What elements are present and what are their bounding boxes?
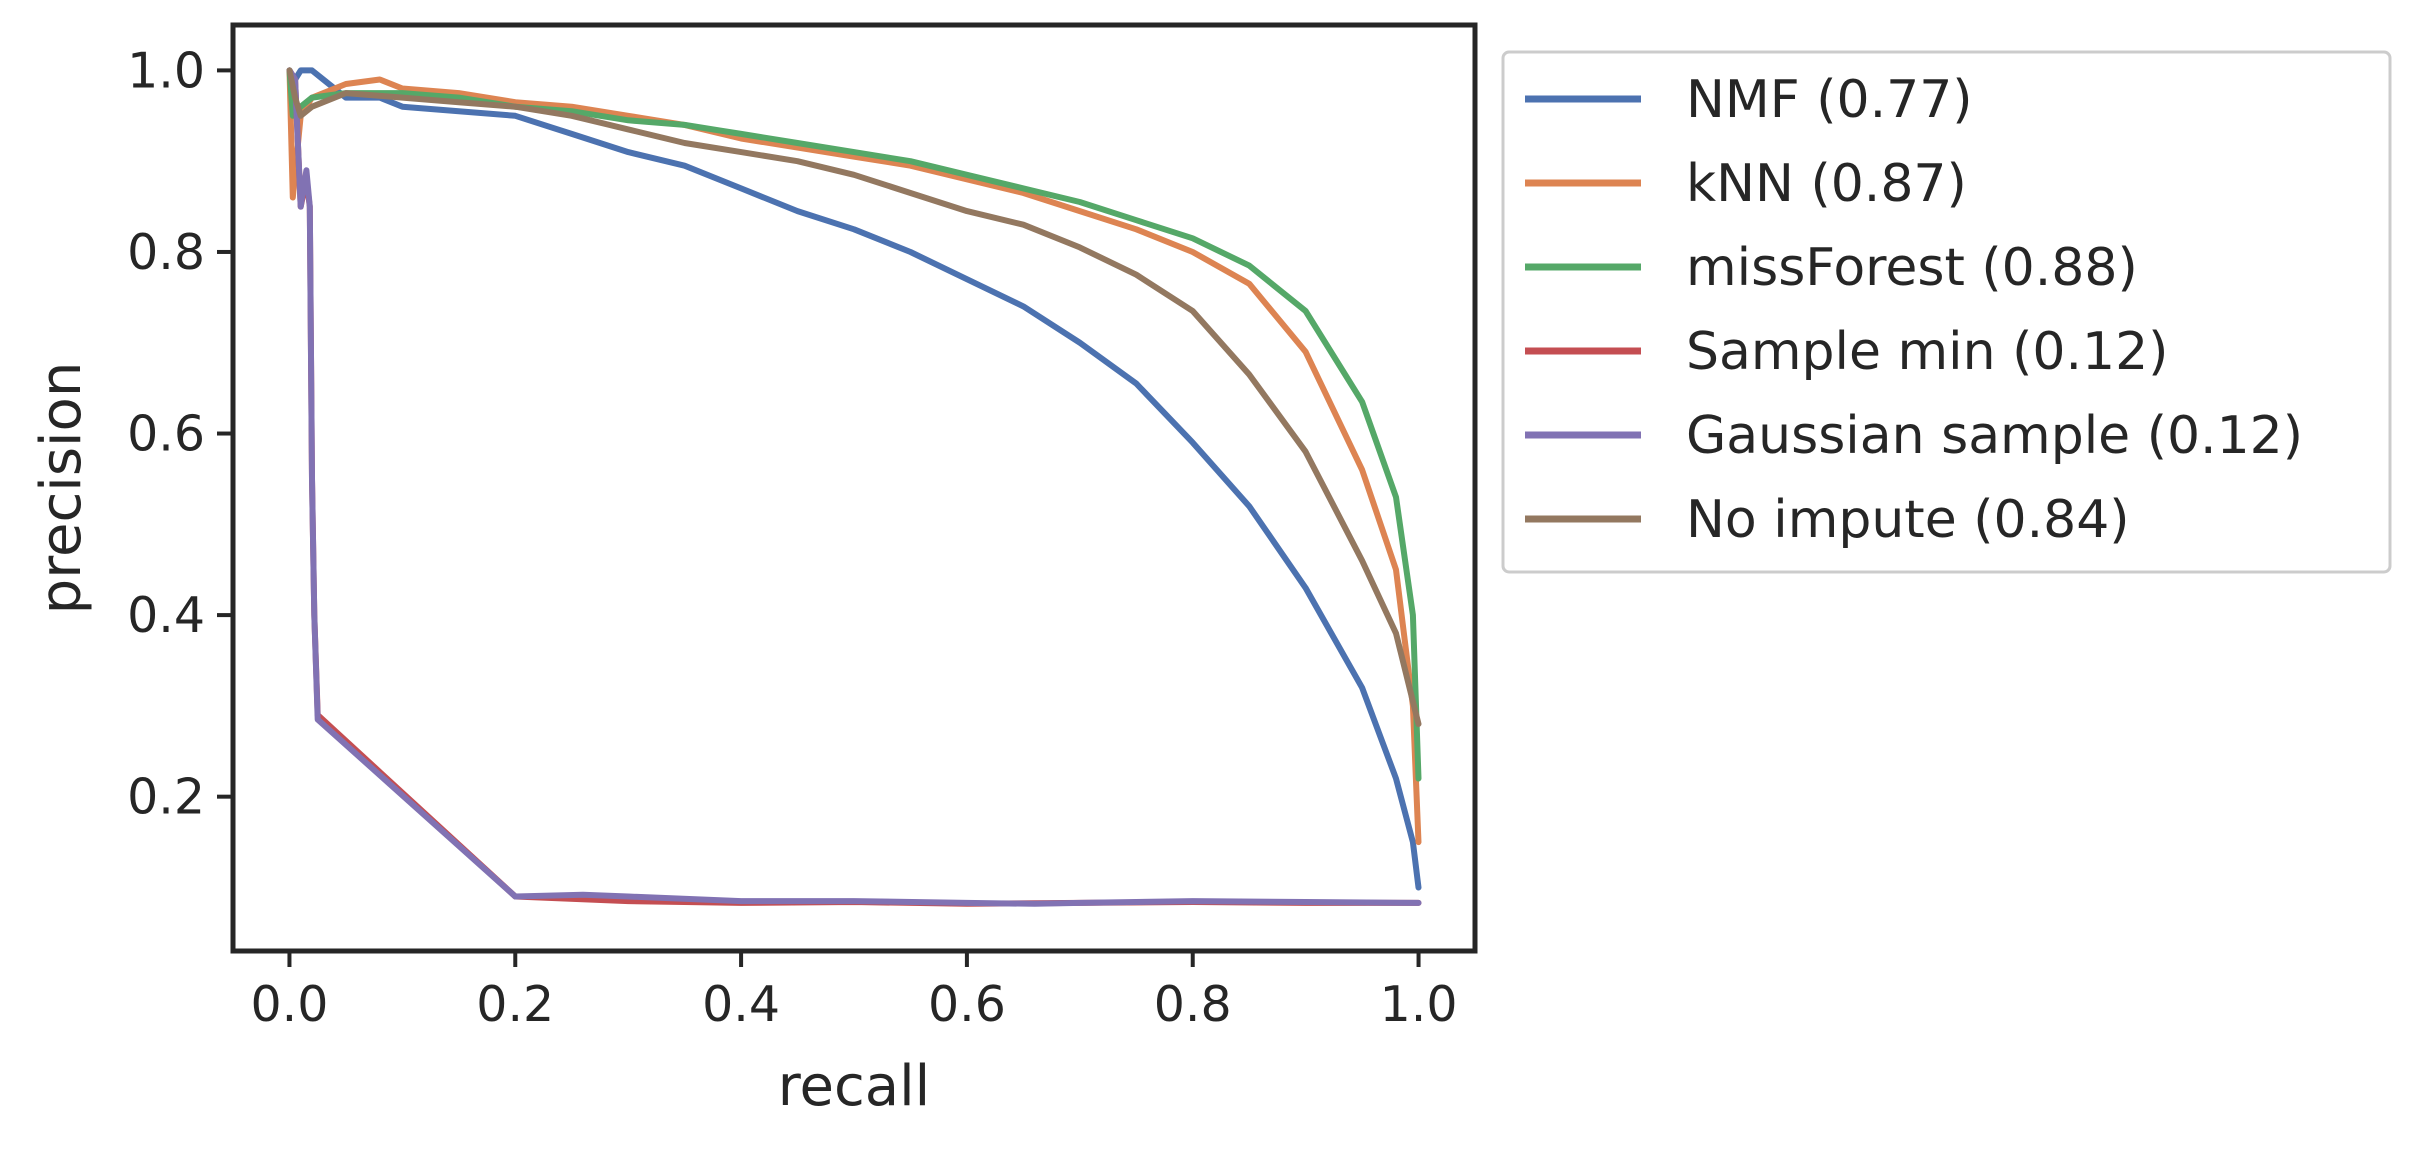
y-tick-label: 1.0 xyxy=(127,42,205,99)
y-axis: 0.2 0.4 0.6 0.8 1.0 xyxy=(127,42,233,826)
y-tick-label: 0.2 xyxy=(127,769,205,826)
x-axis: 0.0 0.2 0.4 0.6 0.8 1.0 xyxy=(250,951,1458,1033)
plot-frame xyxy=(230,22,1478,954)
y-tick-label: 0.8 xyxy=(127,224,205,281)
x-tick-label: 0.2 xyxy=(476,976,554,1033)
x-tick-label: 0.8 xyxy=(1154,976,1232,1033)
legend-label-4: Gaussian sample (0.12) xyxy=(1686,406,2303,466)
series-line-4 xyxy=(286,67,1422,907)
series-line-1 xyxy=(286,67,1422,846)
legend-label-0: NMF (0.77) xyxy=(1686,70,1973,130)
legend-label-3: Sample min (0.12) xyxy=(1686,322,2168,382)
x-axis-label: recall xyxy=(778,1054,930,1119)
series-line-5 xyxy=(286,67,1422,727)
legend: NMF (0.77) kNN (0.87) missForest (0.88) Sam… xyxy=(1501,50,2392,574)
x-tick-label: 0.4 xyxy=(702,976,780,1033)
legend-label-2: missForest (0.88) xyxy=(1686,238,2138,298)
x-tick-label: 0.0 xyxy=(250,976,328,1033)
legend-label-5: No impute (0.84) xyxy=(1686,490,2130,550)
y-tick-label: 0.4 xyxy=(127,587,205,644)
series-layer xyxy=(286,67,1422,907)
x-tick-label: 1.0 xyxy=(1380,976,1458,1033)
legend-box xyxy=(1501,50,2392,574)
legend-label-1: kNN (0.87) xyxy=(1686,154,1967,214)
y-tick-label: 0.6 xyxy=(127,406,205,463)
x-tick-label: 0.6 xyxy=(928,976,1006,1033)
series-line-0 xyxy=(286,67,1422,891)
y-axis-label: precision xyxy=(29,362,94,615)
series-line-3 xyxy=(286,67,1422,907)
